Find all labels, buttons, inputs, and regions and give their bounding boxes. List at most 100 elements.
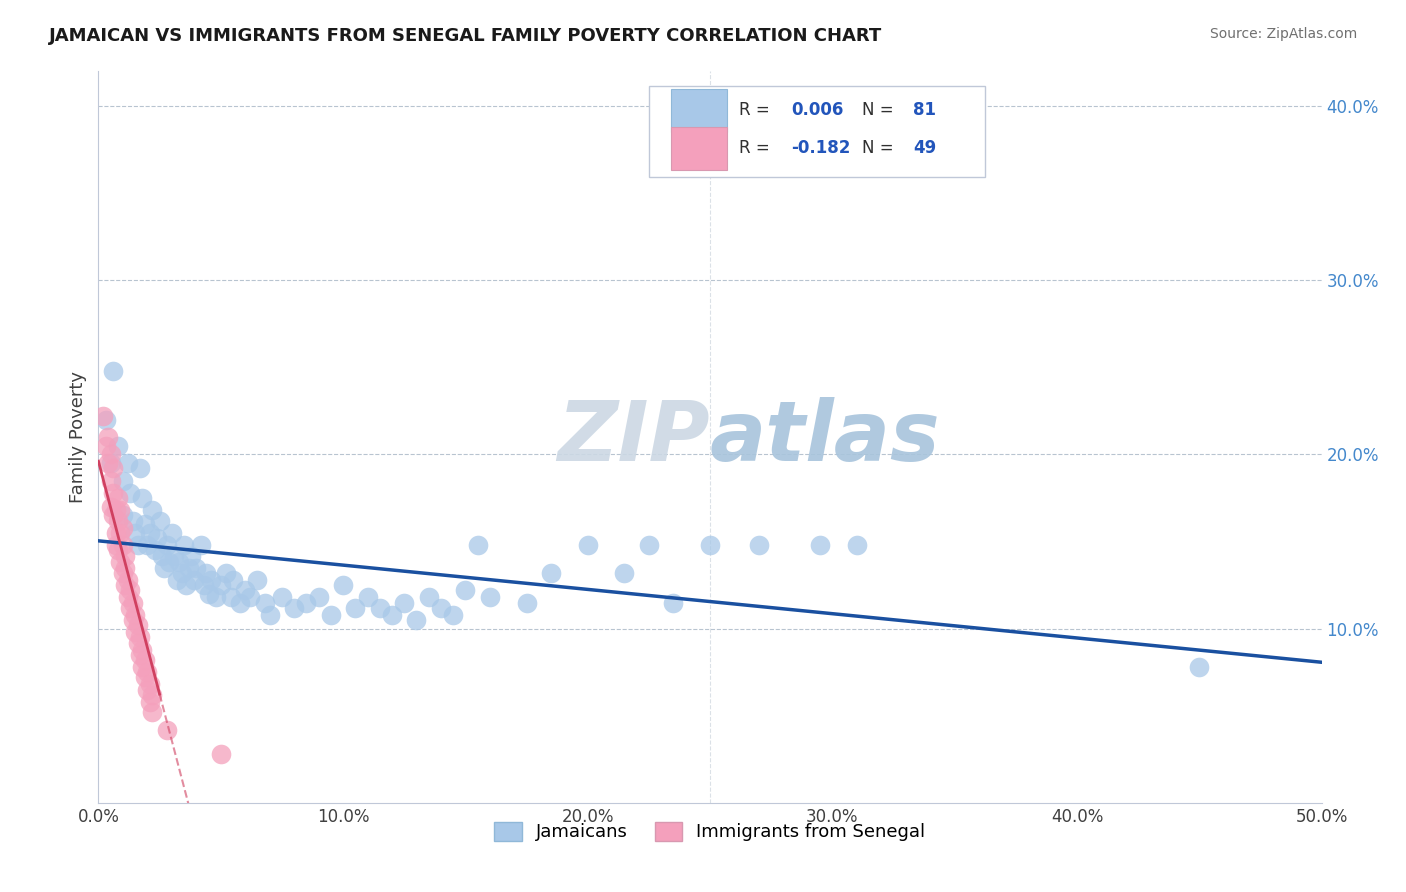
FancyBboxPatch shape — [671, 127, 727, 169]
Point — [233, 583, 256, 598]
Point — [124, 607, 146, 622]
Point — [392, 595, 416, 609]
Point — [200, 573, 222, 587]
Point — [124, 525, 146, 540]
Point — [150, 549, 173, 563]
Point — [1188, 660, 1211, 674]
Text: R =: R = — [740, 139, 775, 157]
Point — [134, 653, 156, 667]
Legend: Jamaicans, Immigrants from Senegal: Jamaicans, Immigrants from Senegal — [488, 814, 932, 848]
Point — [157, 556, 180, 570]
Point — [166, 573, 188, 587]
Point — [170, 566, 193, 580]
Point — [430, 600, 453, 615]
Text: -0.182: -0.182 — [790, 139, 851, 157]
Point — [139, 695, 162, 709]
Point — [107, 491, 129, 505]
Point — [186, 560, 208, 574]
Point — [143, 543, 166, 558]
Point — [131, 642, 153, 657]
Point — [111, 538, 134, 552]
Point — [121, 613, 143, 627]
Point — [214, 566, 236, 580]
Point — [344, 600, 367, 615]
Point — [101, 461, 124, 475]
Point — [129, 648, 152, 662]
Text: JAMAICAN VS IMMIGRANTS FROM SENEGAL FAMILY POVERTY CORRELATION CHART: JAMAICAN VS IMMIGRANTS FROM SENEGAL FAMI… — [49, 27, 883, 45]
Point — [94, 439, 117, 453]
Point — [110, 525, 132, 540]
Point — [104, 503, 127, 517]
Point — [136, 682, 159, 697]
FancyBboxPatch shape — [671, 88, 727, 132]
Point — [177, 560, 200, 574]
Point — [193, 578, 215, 592]
Point — [515, 595, 537, 609]
Point — [117, 456, 139, 470]
Point — [540, 566, 562, 580]
Point — [441, 607, 464, 622]
Text: 49: 49 — [912, 139, 936, 157]
Point — [259, 607, 281, 622]
Point — [129, 461, 152, 475]
Point — [101, 508, 124, 523]
Point — [699, 538, 721, 552]
Point — [124, 625, 146, 640]
Text: Source: ZipAtlas.com: Source: ZipAtlas.com — [1209, 27, 1357, 41]
Point — [229, 595, 252, 609]
Point — [160, 525, 183, 540]
Point — [808, 538, 831, 552]
Point — [156, 538, 179, 552]
Point — [190, 538, 212, 552]
Point — [134, 517, 156, 532]
Text: N =: N = — [862, 101, 898, 120]
Point — [111, 474, 134, 488]
Point — [120, 600, 142, 615]
Point — [153, 560, 176, 574]
Point — [418, 591, 440, 605]
Text: 81: 81 — [912, 101, 936, 120]
Point — [209, 747, 232, 761]
Point — [141, 503, 163, 517]
Text: R =: R = — [740, 101, 775, 120]
Point — [467, 538, 489, 552]
Point — [183, 573, 205, 587]
Text: atlas: atlas — [710, 397, 941, 477]
Point — [637, 538, 661, 552]
Point — [107, 543, 129, 558]
Point — [381, 607, 404, 622]
Point — [114, 560, 136, 574]
Point — [127, 538, 149, 552]
Point — [117, 591, 139, 605]
Point — [149, 514, 172, 528]
Point — [613, 566, 636, 580]
Point — [104, 525, 127, 540]
Point — [283, 600, 305, 615]
Point — [246, 573, 269, 587]
Point — [332, 578, 354, 592]
Point — [180, 549, 202, 563]
Point — [104, 538, 127, 552]
Point — [111, 508, 134, 523]
Point — [100, 456, 122, 470]
Point — [100, 448, 122, 462]
Point — [120, 583, 142, 598]
Point — [139, 677, 162, 691]
Point — [101, 485, 124, 500]
Point — [163, 549, 186, 563]
Point — [748, 538, 770, 552]
Point — [576, 538, 599, 552]
Point — [110, 503, 132, 517]
Point — [134, 670, 156, 684]
Point — [146, 531, 169, 545]
Point — [141, 688, 163, 702]
Point — [197, 587, 219, 601]
Point — [173, 538, 195, 552]
Point — [195, 566, 218, 580]
Point — [205, 591, 228, 605]
Point — [662, 595, 685, 609]
Text: N =: N = — [862, 139, 898, 157]
Point — [405, 613, 427, 627]
Point — [97, 430, 120, 444]
Point — [129, 631, 152, 645]
